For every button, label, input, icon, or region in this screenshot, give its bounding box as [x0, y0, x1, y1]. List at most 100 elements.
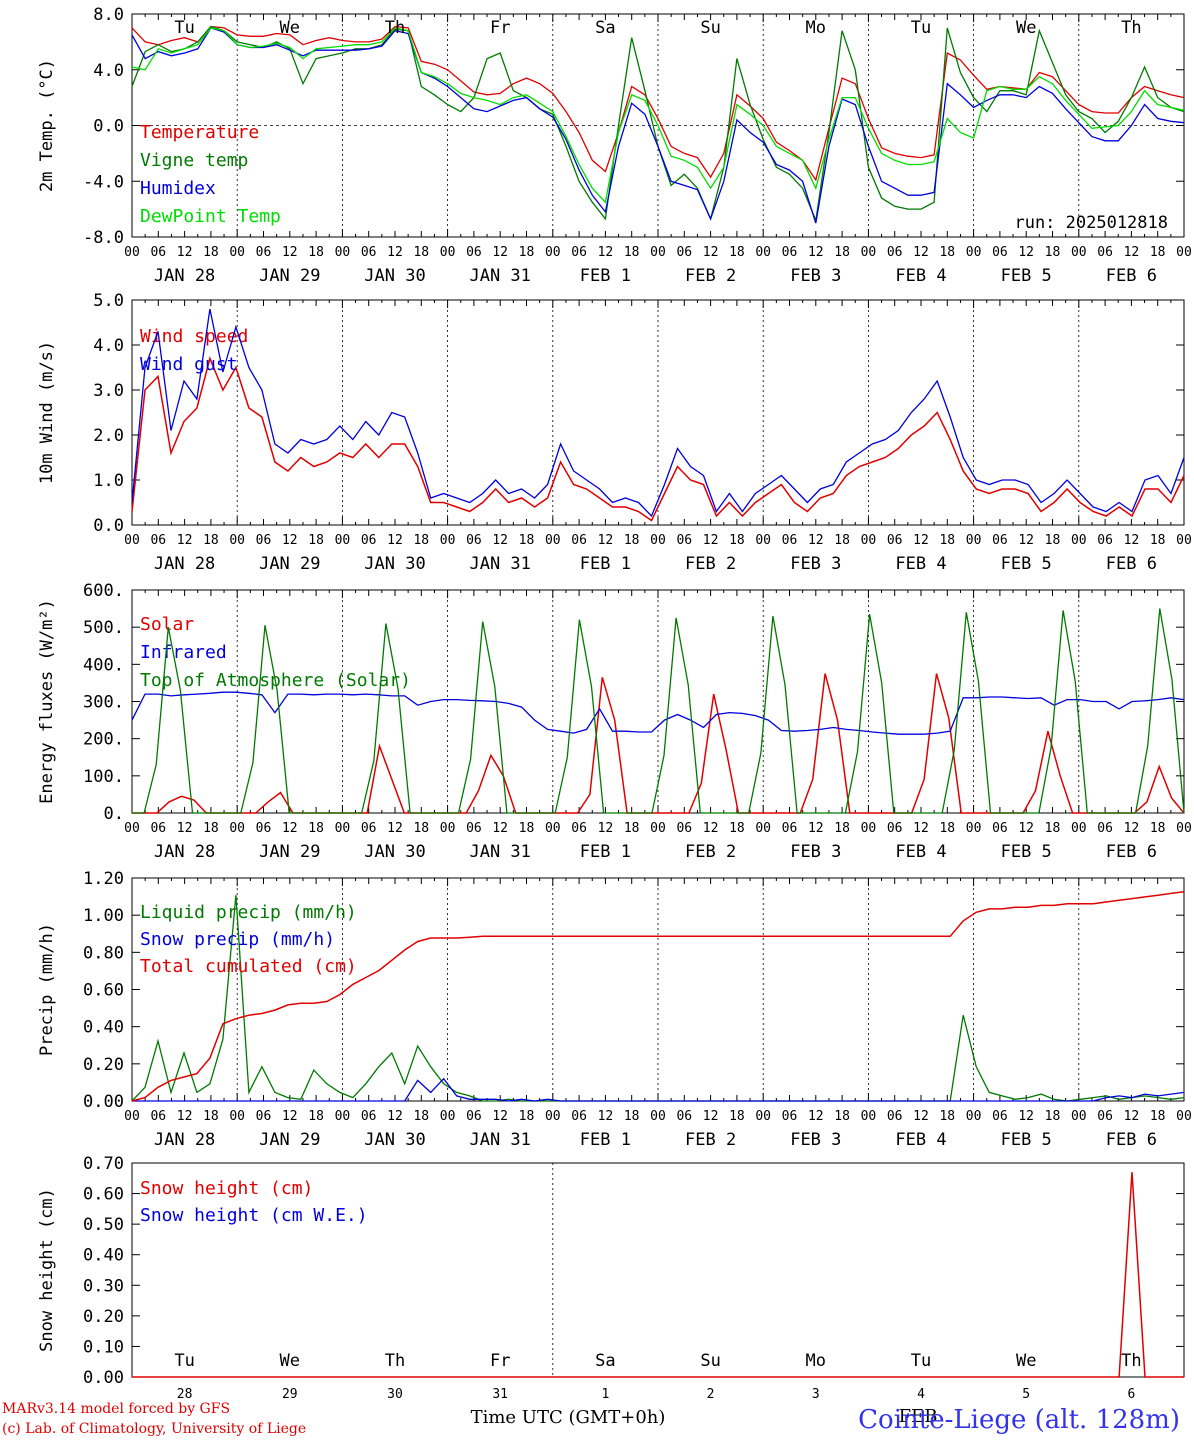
- y-tick-label: 0.70: [83, 1154, 124, 1174]
- hour-label: 00: [335, 821, 351, 836]
- legend-entry: DewPoint Temp: [140, 206, 281, 227]
- hour-label: 00: [861, 533, 877, 548]
- hour-label: 06: [992, 245, 1008, 260]
- hour-label: 00: [124, 245, 140, 260]
- hour-label: 18: [308, 533, 324, 548]
- hour-label: 18: [203, 533, 219, 548]
- hour-label: 18: [1045, 821, 1061, 836]
- weekday-label: Th: [1121, 18, 1141, 38]
- day-label: FEB 3: [790, 1130, 841, 1150]
- hour-label: 18: [729, 245, 745, 260]
- y-tick-label: 0.00: [83, 1368, 124, 1388]
- hour-label: 06: [571, 821, 587, 836]
- hour-label: 00: [440, 1109, 456, 1124]
- hour-label: 18: [624, 1109, 640, 1124]
- day-label: JAN 30: [364, 554, 425, 574]
- weekday-label: Mo: [806, 18, 826, 38]
- hour-label: 06: [887, 533, 903, 548]
- hour-label: 18: [1150, 1109, 1166, 1124]
- hour-label: 18: [834, 1109, 850, 1124]
- series-line-3: [131, 27, 1185, 204]
- hour-label: 12: [1124, 533, 1140, 548]
- hour-label: 06: [887, 821, 903, 836]
- legend-entry: Infrared: [140, 642, 227, 663]
- hour-label: 12: [387, 821, 403, 836]
- hour-label: 12: [492, 821, 508, 836]
- hour-label: 12: [177, 821, 193, 836]
- y-tick-label: 4.0: [93, 336, 124, 356]
- hour-label: 00: [861, 821, 877, 836]
- hour-label: 12: [1124, 1109, 1140, 1124]
- hour-label: 18: [308, 245, 324, 260]
- hour-label: 00: [966, 821, 982, 836]
- hour-label: 12: [598, 821, 614, 836]
- hour-label: 00: [1071, 1109, 1087, 1124]
- day-label: FEB 6: [1106, 842, 1157, 862]
- weekday-label: We: [280, 18, 300, 38]
- day-label: JAN 28: [154, 554, 215, 574]
- panel-1: 0.0 1.0 2.0 3.0 4.0 5.0 10m Wind (m/s) 00 06 12 18…: [37, 291, 1192, 574]
- day-label: JAN 29: [259, 554, 320, 574]
- hour-label: 12: [913, 245, 929, 260]
- hour-label: 06: [887, 1109, 903, 1124]
- weekday-label: We: [280, 1351, 300, 1371]
- day-label: FEB 3: [790, 266, 841, 286]
- y-tick-label: 0.20: [83, 1055, 124, 1075]
- hour-label: 00: [755, 245, 771, 260]
- weekday-label: Mo: [806, 1351, 826, 1371]
- hour-label: 00: [545, 1109, 561, 1124]
- hour-label: 06: [782, 533, 798, 548]
- hour-label: 00: [755, 533, 771, 548]
- hour-label: 12: [1124, 821, 1140, 836]
- legend-entry: Vigne temp: [140, 150, 248, 171]
- hour-label: 12: [492, 1109, 508, 1124]
- hour-label: 06: [466, 821, 482, 836]
- day-label: FEB 5: [1001, 554, 1052, 574]
- hour-label: 06: [361, 821, 377, 836]
- y-tick-label: 300.: [83, 693, 124, 713]
- hour-label: 12: [913, 821, 929, 836]
- y-axis-label: Precip (mm/h): [37, 923, 57, 1056]
- day-label: JAN 28: [154, 842, 215, 862]
- day-number-label: 31: [492, 1387, 508, 1402]
- hour-label: 18: [519, 1109, 535, 1124]
- legend-entry: Liquid precip (mm/h): [140, 902, 357, 923]
- day-label: FEB 2: [685, 554, 736, 574]
- hour-label: 06: [571, 245, 587, 260]
- hour-label: 00: [861, 1109, 877, 1124]
- y-tick-label: 0.60: [83, 1185, 124, 1205]
- weekday-label: Fr: [490, 18, 510, 38]
- day-label: FEB 1: [580, 1130, 631, 1150]
- series-line-2: [131, 27, 1185, 224]
- series-line-0: [131, 356, 1185, 522]
- series-line-1: [131, 308, 1185, 518]
- hour-label: 06: [256, 1109, 272, 1124]
- hour-label: 18: [413, 1109, 429, 1124]
- series-line-0: [131, 25, 1185, 182]
- day-label: FEB 2: [685, 266, 736, 286]
- hour-label: 12: [598, 533, 614, 548]
- day-number-label: 3: [812, 1387, 820, 1402]
- hour-label: 18: [413, 245, 429, 260]
- y-tick-label: 0.40: [83, 1018, 124, 1038]
- hour-label: 18: [729, 1109, 745, 1124]
- y-tick-label: 3.0: [93, 381, 124, 401]
- y-tick-label: -4.0: [83, 172, 124, 192]
- hour-label: 12: [808, 821, 824, 836]
- day-number-label: 2: [707, 1387, 715, 1402]
- hour-label: 06: [676, 245, 692, 260]
- weekday-label: We: [1016, 1351, 1036, 1371]
- y-tick-label: 100.: [83, 767, 124, 787]
- hour-label: 18: [519, 821, 535, 836]
- hour-label: 06: [992, 821, 1008, 836]
- hour-label: 00: [650, 533, 666, 548]
- hour-label: 12: [177, 245, 193, 260]
- hour-label: 18: [1045, 533, 1061, 548]
- y-tick-label: 0.0: [93, 117, 124, 137]
- day-label: FEB 2: [685, 1130, 736, 1150]
- legend-entry: Snow precip (mm/h): [140, 929, 335, 950]
- day-label: FEB 6: [1106, 1130, 1157, 1150]
- hour-label: 00: [440, 533, 456, 548]
- hour-label: 12: [177, 1109, 193, 1124]
- legend-entry: Temperature: [140, 122, 259, 143]
